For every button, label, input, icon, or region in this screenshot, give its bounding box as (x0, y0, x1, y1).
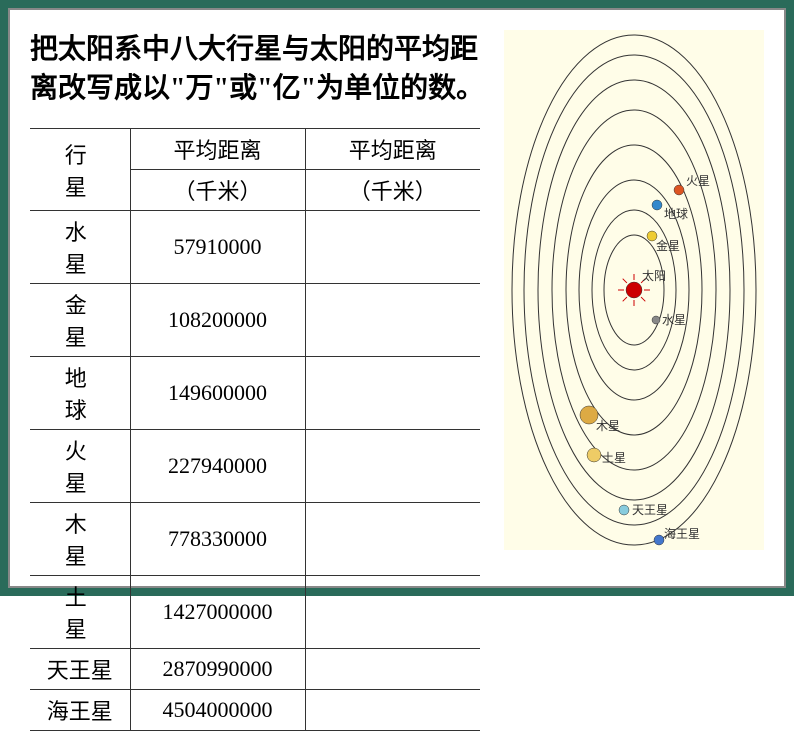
converted-cell (305, 284, 480, 357)
converted-cell (305, 649, 480, 690)
left-section: 把太阳系中八大行星与太阳的平均距离改写成以"万"或"亿"为单位的数。 行 星 平… (30, 30, 504, 566)
header-planet: 行 星 (30, 129, 130, 211)
converted-cell (305, 430, 480, 503)
table-row: 地 球 149600000 (30, 357, 480, 430)
table-row: 木 星 778330000 (30, 503, 480, 576)
distance-cell: 108200000 (130, 284, 305, 357)
page-title: 把太阳系中八大行星与太阳的平均距离改写成以"万"或"亿"为单位的数。 (30, 30, 494, 108)
converted-cell (305, 690, 480, 731)
distance-cell: 778330000 (130, 503, 305, 576)
inner-frame: 把太阳系中八大行星与太阳的平均距离改写成以"万"或"亿"为单位的数。 行 星 平… (8, 8, 786, 588)
planet-label-金星: 金星 (656, 238, 680, 253)
distance-cell: 149600000 (130, 357, 305, 430)
planet-name-cell: 地 球 (30, 357, 130, 430)
planet-label-木星: 木星 (596, 419, 620, 433)
planet-name-cell: 土 星 (30, 576, 130, 649)
distance-cell: 4504000000 (130, 690, 305, 731)
table-row: 金 星 108200000 (30, 284, 480, 357)
table-row: 土 星 1427000000 (30, 576, 480, 649)
planet-name-cell: 火 星 (30, 430, 130, 503)
planet-name-cell: 木 星 (30, 503, 130, 576)
distance-cell: 2870990000 (130, 649, 305, 690)
converted-cell (305, 576, 480, 649)
table-row: 天王星 2870990000 (30, 649, 480, 690)
converted-cell (305, 357, 480, 430)
planet-label-火星: 火星 (686, 174, 710, 188)
converted-cell (305, 211, 480, 284)
planet-土星 (587, 448, 601, 462)
planet-name-cell: 金 星 (30, 284, 130, 357)
distance-cell: 57910000 (130, 211, 305, 284)
converted-cell (305, 503, 480, 576)
header-distance-2: 平均距离 (305, 129, 480, 170)
table-row: 火 星 227940000 (30, 430, 480, 503)
distance-cell: 227940000 (130, 430, 305, 503)
planet-label-天王星: 天王星 (632, 503, 668, 517)
header-unit-1: （千米） (130, 170, 305, 211)
distance-cell: 1427000000 (130, 576, 305, 649)
planet-水星 (652, 316, 660, 324)
planet-海王星 (654, 535, 664, 545)
planet-label-海王星: 海王星 (664, 526, 700, 541)
planet-label-水星: 水星 (662, 313, 686, 327)
planet-label-太阳: 太阳 (642, 268, 666, 283)
solar-system-diagram: 太阳水星 金星 地球 火星木星土星天王星海王星 (504, 30, 764, 550)
planet-name-cell: 水 星 (30, 211, 130, 284)
planet-太阳 (626, 282, 642, 298)
planet-name-cell: 天王星 (30, 649, 130, 690)
table-row: 水 星 57910000 (30, 211, 480, 284)
planet-distance-table: 行 星 平均距离 平均距离 （千米） （千米） 水 星 57910000 金 星… (30, 128, 480, 731)
planet-label-地球: 地球 (664, 207, 688, 221)
planet-火星 (674, 185, 684, 195)
planet-label-土星: 土星 (602, 451, 626, 465)
table-header-row: 行 星 平均距离 平均距离 (30, 129, 480, 170)
header-unit-2: （千米） (305, 170, 480, 211)
planet-name-cell: 海王星 (30, 690, 130, 731)
planet-天王星 (619, 505, 629, 515)
planet-地球 (652, 200, 662, 210)
header-distance-1: 平均距离 (130, 129, 305, 170)
outer-frame: 把太阳系中八大行星与太阳的平均距离改写成以"万"或"亿"为单位的数。 行 星 平… (0, 0, 794, 596)
right-section: 太阳水星 金星 地球 火星木星土星天王星海王星 (504, 30, 764, 566)
table-row: 海王星 4504000000 (30, 690, 480, 731)
